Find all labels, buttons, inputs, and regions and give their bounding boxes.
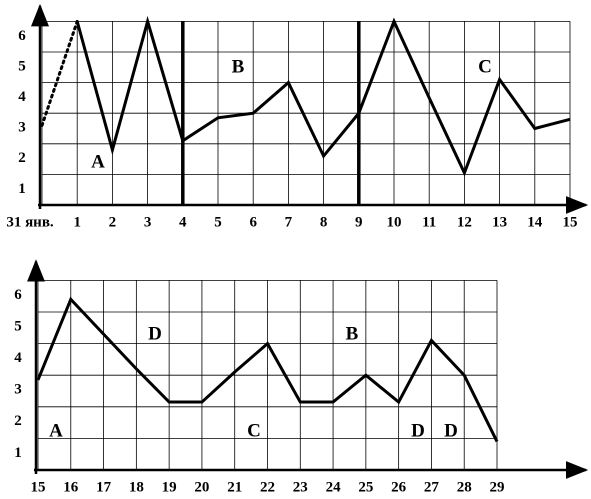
x-tick-label: 1 (73, 214, 81, 230)
y-tick-label: 2 (14, 413, 22, 429)
x-tick-label: 9 (355, 214, 363, 230)
y-tick-label: 1 (18, 181, 26, 197)
x-tick-label: 8 (320, 214, 328, 230)
x-tick-label: 16 (63, 479, 79, 495)
y-tick-label: 2 (18, 150, 26, 166)
y-tick-label: 1 (14, 445, 22, 461)
x-tick-label: 14 (527, 214, 543, 230)
data-line (40, 19, 79, 127)
x-tick-label: 15 (563, 214, 578, 230)
x-tick-label: 27 (424, 479, 440, 495)
y-tick-label: 5 (18, 58, 26, 74)
x-tick-label: 29 (490, 479, 505, 495)
annotation: C (478, 56, 492, 77)
y-tick-label: 4 (14, 350, 22, 366)
annotation: A (91, 151, 105, 172)
annotation: D (411, 420, 425, 441)
x-tick-label: 7 (285, 214, 293, 230)
x-tick-label: 10 (387, 214, 402, 230)
y-tick-label: 6 (18, 28, 26, 44)
x-tick-label: 11 (422, 214, 436, 230)
x-tick-label: 18 (129, 479, 144, 495)
x-tick-label: 28 (457, 479, 472, 495)
x-tick-label: 4 (179, 214, 187, 230)
annotation: A (49, 420, 63, 441)
y-tick-label: 6 (14, 287, 22, 303)
x-tick-label: 21 (227, 479, 242, 495)
x-tick-label: 26 (391, 479, 407, 495)
annotation: D (148, 323, 162, 344)
x-tick-label: 15 (31, 479, 46, 495)
x-tick-label: 12 (457, 214, 472, 230)
x-tick-label: 22 (260, 479, 275, 495)
x-tick-label: 2 (109, 214, 117, 230)
x-tick-label: 5 (214, 214, 222, 230)
annotation: B (232, 56, 245, 77)
y-tick-label: 5 (14, 318, 22, 334)
data-line (75, 15, 571, 177)
x-tick-label: 17 (96, 479, 112, 495)
y-tick-label: 3 (18, 120, 26, 136)
annotation: D (444, 420, 458, 441)
x-tick-label: 23 (293, 479, 308, 495)
x-tick-label: 20 (194, 479, 209, 495)
y-tick-label: 4 (18, 89, 26, 105)
x-tick-label: 13 (492, 214, 507, 230)
x-tick-label: 3 (144, 214, 152, 230)
x-tick-label: 24 (326, 479, 342, 495)
annotation: B (346, 323, 359, 344)
x-tick-label: 6 (249, 214, 257, 230)
data-line (36, 296, 499, 443)
annotation: C (247, 420, 261, 441)
x-tick-label: 25 (358, 479, 373, 495)
x-tick-label: 31 янв. (6, 214, 54, 230)
y-tick-label: 3 (14, 382, 22, 398)
x-tick-label: 19 (162, 479, 177, 495)
